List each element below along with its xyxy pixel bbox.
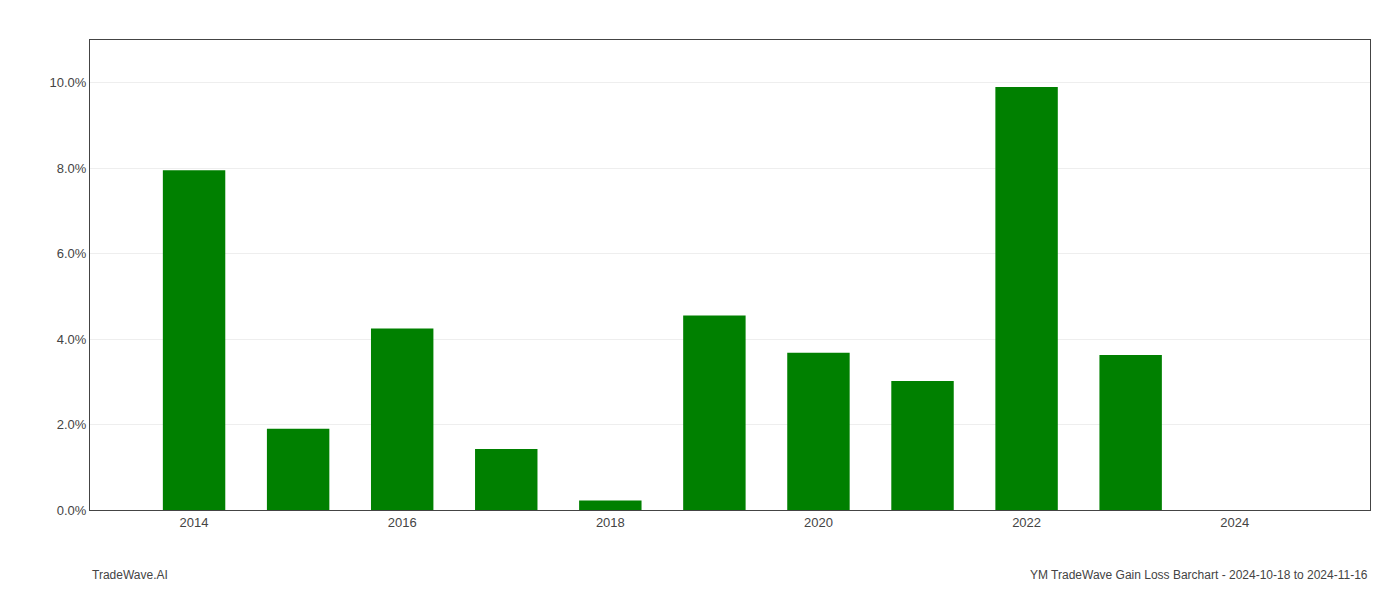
svg-text:6.0%: 6.0% bbox=[57, 246, 87, 261]
svg-text:2014: 2014 bbox=[180, 515, 209, 530]
svg-text:8.0%: 8.0% bbox=[57, 161, 87, 176]
svg-text:TradeWave.AI: TradeWave.AI bbox=[92, 568, 168, 582]
svg-text:2016: 2016 bbox=[388, 515, 417, 530]
svg-text:0.0%: 0.0% bbox=[57, 503, 87, 518]
svg-text:2018: 2018 bbox=[596, 515, 625, 530]
svg-text:YM TradeWave Gain Loss Barchar: YM TradeWave Gain Loss Barchart - 2024-1… bbox=[1030, 568, 1368, 582]
svg-text:2024: 2024 bbox=[1220, 515, 1249, 530]
svg-text:2020: 2020 bbox=[804, 515, 833, 530]
svg-text:10.0%: 10.0% bbox=[50, 75, 87, 90]
svg-text:2.0%: 2.0% bbox=[57, 417, 87, 432]
svg-text:2022: 2022 bbox=[1012, 515, 1041, 530]
svg-text:4.0%: 4.0% bbox=[57, 332, 87, 347]
